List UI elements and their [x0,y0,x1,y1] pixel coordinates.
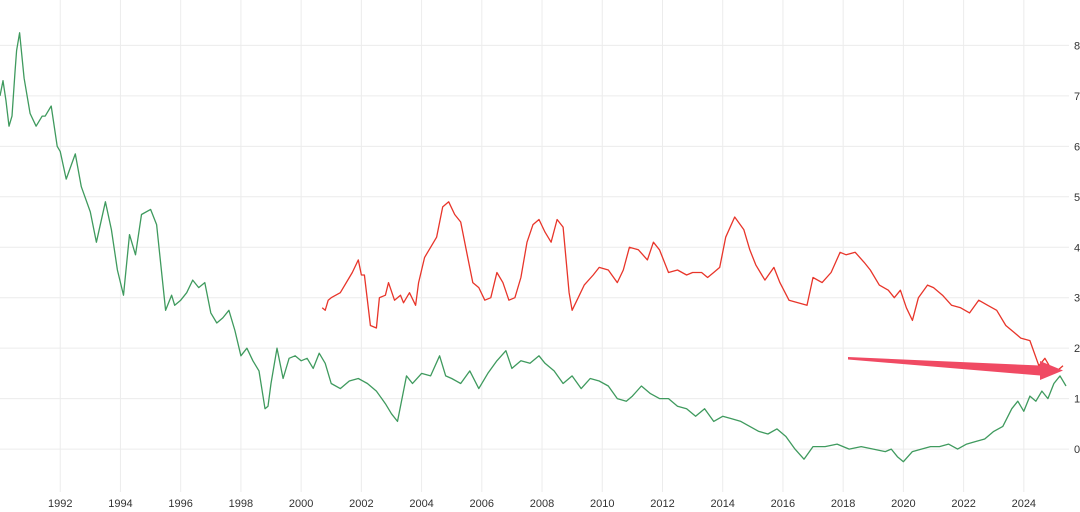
x-tick-label: 2022 [951,498,975,510]
y-tick-label: 4 [1074,242,1080,254]
y-tick-label: 8 [1074,40,1080,52]
x-tick-label: 2002 [349,498,373,510]
series-line-1 [0,32,1067,463]
series-line-0 [321,201,1064,372]
annotation-arrow [848,357,1063,380]
x-tick-label: 1992 [48,498,72,510]
x-tick-label: 2006 [470,498,494,510]
annotation-layer [848,357,1063,380]
x-tick-label: 2004 [409,498,433,510]
x-tick-label: 2008 [530,498,554,510]
x-tick-label: 2018 [831,498,855,510]
x-tick-label: 2012 [650,498,674,510]
series-layer [0,32,1067,463]
x-tick-label: 1996 [168,498,192,510]
grid [0,0,1069,492]
y-tick-label: 6 [1074,141,1080,153]
x-tick-label: 2000 [289,498,313,510]
x-tick-label: 2014 [710,498,734,510]
y-axis: 0 1 2 3 4 5 6 7 8 [1074,40,1080,456]
x-tick-label: 2020 [891,498,915,510]
y-tick-label: 7 [1074,91,1080,103]
y-tick-label: 3 [1074,293,1080,305]
x-tick-label: 1998 [229,498,253,510]
x-tick-label: 1994 [108,498,132,510]
y-tick-label: 2 [1074,343,1080,355]
x-axis: 1992 1994 1996 1998 2000 2002 2004 2006 2008 2010… [48,498,1036,510]
x-tick-label: 2010 [590,498,614,510]
x-tick-label: 2024 [1012,498,1036,510]
y-tick-label: 0 [1074,444,1080,456]
x-tick-label: 2016 [771,498,795,510]
y-tick-label: 1 [1074,394,1080,406]
y-tick-label: 5 [1074,192,1080,204]
